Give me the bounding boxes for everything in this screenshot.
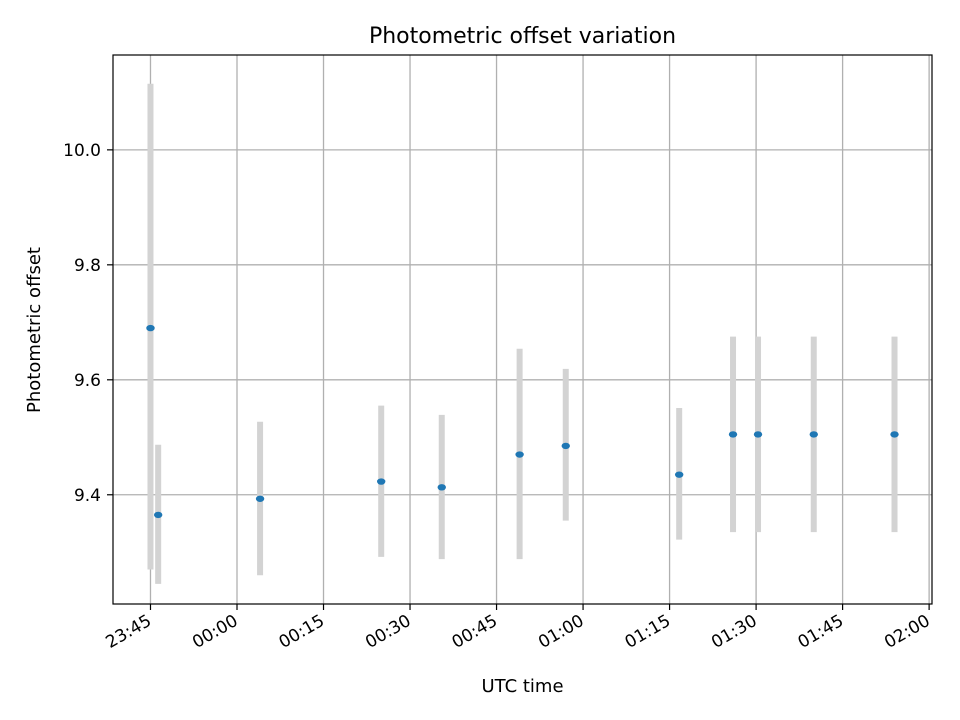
data-point — [437, 484, 446, 491]
data-point — [890, 431, 899, 438]
data-point — [153, 511, 163, 519]
y-tick-label: 9.4 — [74, 486, 101, 506]
data-point — [146, 324, 155, 332]
x-axis-label: UTC time — [481, 676, 563, 697]
plot-frame — [112, 54, 933, 605]
data-points — [146, 324, 899, 519]
data-point — [376, 478, 386, 485]
y-axis-ticks: 9.4 9.6 9.8 10.0 — [63, 141, 113, 506]
chart-title: Photometric offset variation — [369, 24, 676, 49]
data-point — [515, 451, 524, 458]
data-point — [753, 431, 763, 438]
data-point — [561, 442, 570, 450]
y-tick-label: 9.8 — [74, 256, 101, 276]
y-tick-label: 10.0 — [63, 141, 101, 161]
y-tick-label: 9.6 — [74, 371, 101, 391]
data-point — [674, 471, 684, 478]
data-point — [809, 431, 818, 438]
data-point — [255, 495, 265, 502]
y-axis-label: Photometric offset — [24, 247, 45, 413]
data-point — [728, 431, 738, 438]
